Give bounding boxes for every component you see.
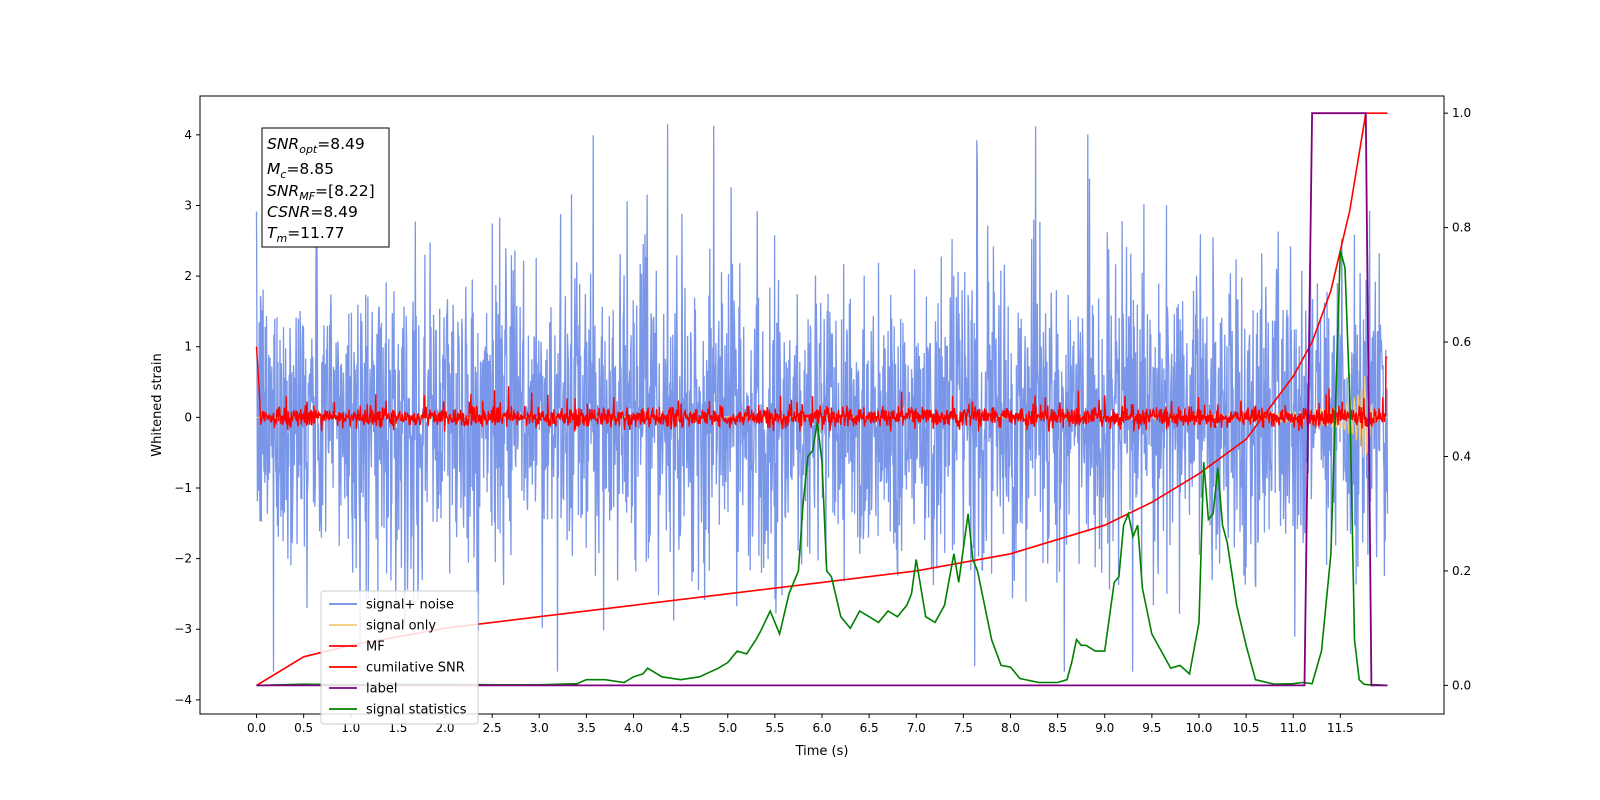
series-mf [255,346,1388,432]
x-tick-label: 7.5 [954,721,973,735]
y-axis-label: Whitened strain [150,353,165,456]
x-tick-label: 6.0 [812,721,831,735]
y-tick-label: 4 [184,128,192,142]
y2-tick-label: 0.6 [1452,335,1471,349]
y-tick-label: −3 [174,622,192,636]
info-mc: Mc=8.85 [267,160,334,181]
x-tick-label: 5.0 [718,721,737,735]
x-tick-label: 9.5 [1142,721,1161,735]
legend: signal+ noise signal only MF cumilative SNR… [320,590,479,725]
series-label [256,112,1388,687]
y-tick-label: 1 [184,340,192,354]
x-tick-label: 8.5 [1048,721,1067,735]
y-tick-label: 2 [184,269,192,283]
x-tick-label: 3.0 [530,721,549,735]
y-tick-label: −1 [174,481,192,495]
info-tm: Tm=11.77 [267,224,345,245]
y2-tick-label: 1.0 [1452,106,1471,120]
y2-tick-label: 0.8 [1452,221,1471,235]
legend-label: label [366,682,397,697]
info-snr-mf: SNRMF=[8.22] [267,182,375,203]
legend-label: signal+ noise [366,598,454,613]
legend-frame [320,590,479,725]
series-signal-statistics [256,250,1388,687]
x-tick-label: 3.5 [577,721,596,735]
y2-tick-label: 0.4 [1452,450,1471,464]
y-tick-label: −4 [174,693,192,707]
legend-label: MF [366,640,385,655]
x-tick-label: 0.0 [247,721,266,735]
info-box: SNRopt=8.49 Mc=8.85 SNRMF=[8.22] CSNR=8.… [261,127,390,248]
x-tick-label: 4.5 [671,721,690,735]
info-snr-opt: SNRopt=8.49 [267,135,365,156]
y-axis-left: −4 −3 −2 −1 0 1 2 3 4 [174,128,200,707]
x-tick-label: 7.0 [907,721,926,735]
x-tick-label: 9.0 [1095,721,1114,735]
x-tick-label: 11.0 [1280,721,1307,735]
legend-label: signal only [366,619,436,634]
x-tick-label: 4.0 [624,721,643,735]
info-box-frame [261,127,390,248]
info-csnr: CSNR=8.49 [267,203,358,221]
y-tick-label: 3 [184,198,192,212]
x-tick-label: 10.5 [1233,721,1260,735]
y-tick-label: −2 [174,552,192,566]
x-tick-label: 0.5 [294,721,313,735]
y2-tick-label: 0.2 [1452,564,1471,578]
x-tick-label: 2.5 [483,721,502,735]
x-tick-label: 6.5 [860,721,879,735]
x-tick-label: 5.5 [765,721,784,735]
x-tick-label: 11.5 [1327,721,1354,735]
x-tick-label: 8.0 [1001,721,1020,735]
legend-label: cumilative SNR [366,661,465,676]
legend-label: signal statistics [366,703,467,718]
x-axis-label: Time (s) [795,744,849,759]
y2-tick-label: 0.0 [1452,678,1471,692]
x-tick-label: 10.0 [1186,721,1213,735]
y-tick-label: 0 [184,410,192,424]
y-axis-right: 0.0 0.2 0.4 0.6 0.8 1.0 [1444,106,1471,692]
